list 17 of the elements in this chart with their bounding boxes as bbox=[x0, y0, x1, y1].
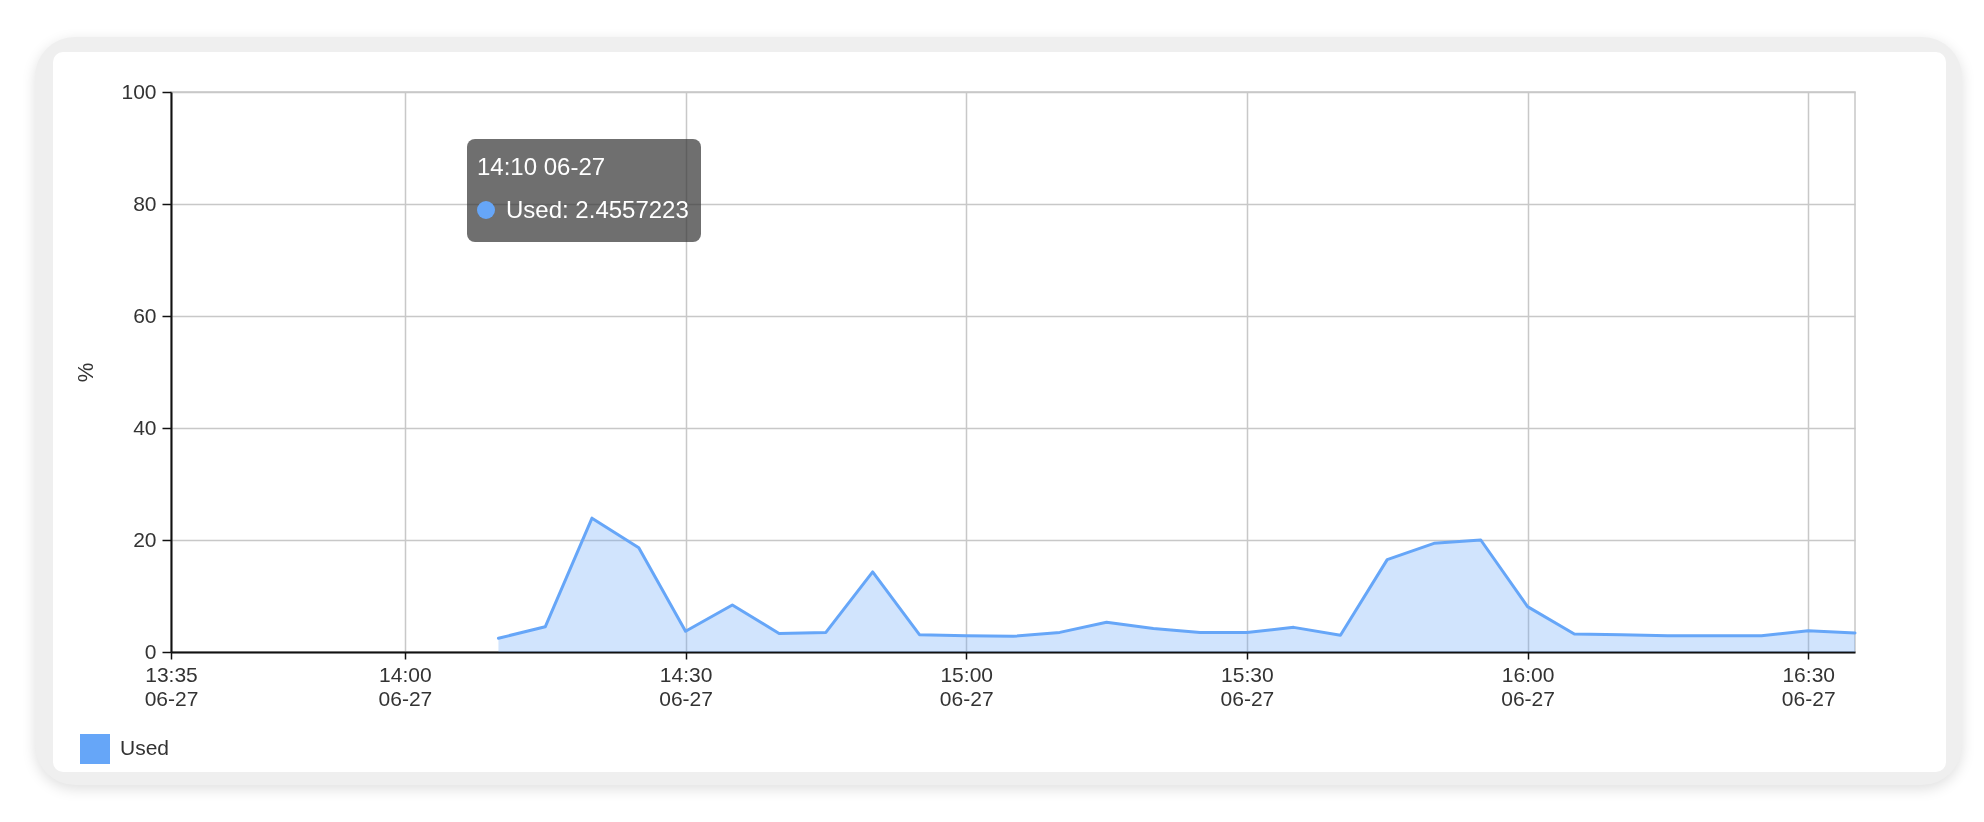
legend-label: Used bbox=[120, 736, 170, 759]
x-tick-label: 14:00 06-27 bbox=[378, 662, 433, 710]
y-tick-label: 20 bbox=[133, 527, 157, 551]
tooltip-box: 14:10 06-27 Used: 2.4557223 bbox=[467, 139, 701, 242]
annotation: 14:10 06-27 Used: 2.4557223 bbox=[477, 152, 689, 225]
x-tick-label: 15:30 06-27 bbox=[1220, 662, 1275, 710]
y-tick-label: 100 bbox=[121, 79, 157, 103]
x-tick-label: 15:00 06-27 bbox=[939, 662, 994, 710]
x-tick-label: 16:00 06-27 bbox=[1501, 662, 1555, 710]
y-axis-title: % bbox=[72, 362, 98, 383]
x-tick-label: 13:35 06-27 bbox=[144, 662, 199, 710]
y-tick-label: 60 bbox=[133, 303, 157, 327]
y-tick-label: 40 bbox=[133, 415, 157, 439]
x-tick-label: 14:30 06-27 bbox=[659, 662, 713, 710]
y-tick-label: 0 bbox=[144, 639, 157, 663]
y-tick-label: 80 bbox=[133, 191, 157, 215]
x-tick-label: 16:30 06-27 bbox=[1781, 662, 1836, 710]
